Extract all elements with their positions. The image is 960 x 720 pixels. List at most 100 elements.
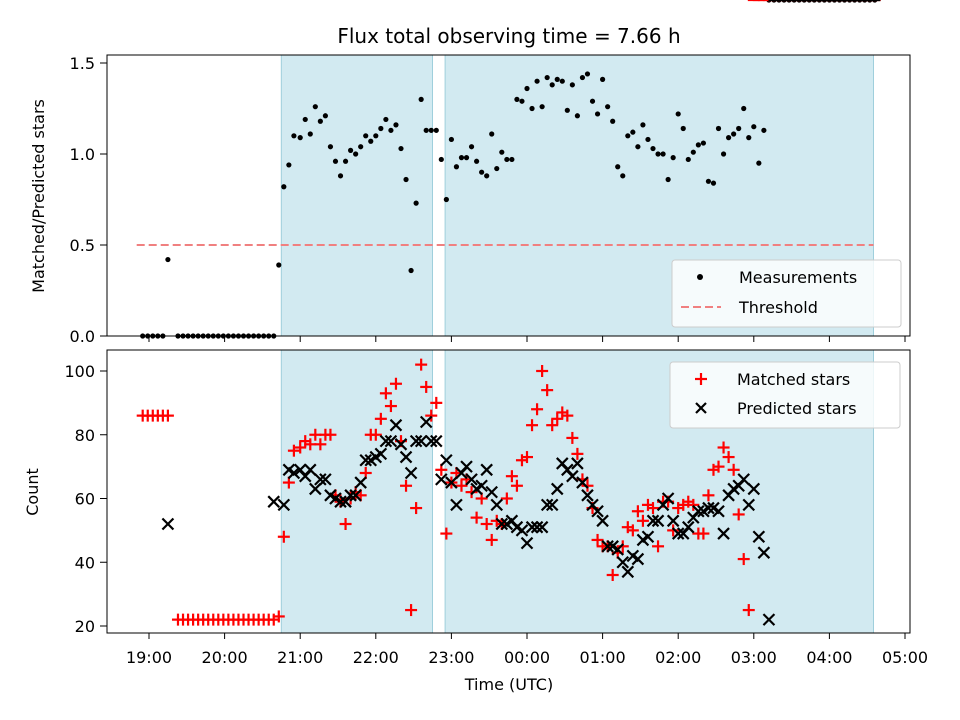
matched-stars-series [136, 0, 881, 626]
y-tick-label: 80 [75, 426, 95, 445]
top-panel-x-ticks [148, 336, 906, 342]
predicted-star-point [757, 546, 771, 559]
matched-star-point [742, 604, 755, 617]
measurement-point [660, 151, 666, 157]
predicted-star-point [334, 495, 347, 508]
measurement-point [165, 256, 171, 263]
predicted-star-point [702, 501, 715, 515]
predicted-star-point [314, 473, 327, 486]
x-tick-label: 01:00 [580, 648, 626, 667]
predicted-star-point [389, 418, 403, 432]
matched-star-point [591, 533, 604, 546]
measurement-point [539, 104, 545, 110]
bottom-panel-ylabel: Count [23, 468, 42, 516]
bottom-panel: 20 40 60 80 100 19:00 20:00 21:00 22:00 23:00 00:… [23, 0, 928, 694]
predicted-star-point [601, 540, 614, 553]
bottom-panel-x-ticks: 19:00 20:00 21:00 22:00 23:00 00:00 01:00 02:00… [126, 633, 928, 667]
measurement-point [514, 96, 520, 102]
measurement-point [307, 131, 313, 137]
top-legend-box [671, 259, 902, 328]
matched-star-point [505, 470, 518, 483]
predicted-star-point [465, 473, 478, 486]
measurement-point [736, 125, 742, 132]
predicted-star-point [525, 520, 539, 534]
y-tick-label: 60 [75, 490, 95, 509]
measurement-point [584, 71, 591, 77]
top-panel-ylabel: Matched/Predicted stars [29, 99, 48, 293]
predicted-star-point [354, 476, 367, 489]
top-panel-frame [106, 54, 911, 337]
predicted-star-point [399, 450, 413, 464]
predicted-star-point [287, 466, 301, 480]
predicted-star-point [762, 613, 776, 626]
measurement-point [756, 160, 762, 166]
matched-star-point [727, 463, 740, 476]
matched-star-point [536, 365, 549, 377]
matched-star-point [324, 428, 337, 441]
legend-marker-measurements [697, 274, 703, 280]
matched-star-point [541, 384, 554, 397]
measurement-point [332, 158, 339, 164]
matched-star-point [430, 396, 443, 409]
measurement-point [479, 169, 485, 175]
predicted-star-point [752, 530, 766, 544]
measurement-point [499, 149, 505, 155]
matched-star-point [374, 412, 387, 425]
matched-star-point [309, 428, 322, 441]
predicted-star-point [161, 517, 175, 531]
measurement-point [705, 178, 712, 184]
measurement-point [645, 136, 651, 143]
measurement-point [564, 107, 570, 113]
shaded-interval-0 [280, 54, 433, 337]
x-tick-label: 20:00 [202, 648, 248, 667]
predicted-star-point [490, 498, 504, 512]
measurement-point [383, 116, 389, 123]
measurement-point [600, 76, 606, 82]
predicted-star-point [404, 466, 418, 480]
predicted-star-point [515, 524, 529, 537]
predicted-star-point [737, 473, 750, 486]
predicted-star-point [267, 495, 281, 508]
measurement-point [317, 118, 323, 124]
predicted-star-point [379, 434, 393, 448]
matched-star-point [702, 489, 715, 502]
matched-star-point [480, 518, 493, 530]
measurement-point [594, 111, 601, 117]
measurement-point [675, 111, 681, 117]
measurement-point [398, 145, 404, 152]
x-tick-label: 04:00 [806, 648, 852, 667]
predicted-star-point [651, 514, 665, 528]
measurement-point [438, 156, 444, 163]
legend-label-threshold: Threshold [738, 298, 818, 317]
measurement-point [741, 105, 747, 112]
measurement-point [286, 162, 292, 168]
measurement-point [403, 176, 409, 183]
measurement-point [322, 113, 328, 119]
predicted-stars-series [161, 0, 881, 626]
matched-star-point [626, 524, 639, 537]
measurement-point [327, 144, 334, 150]
matched-star-point [606, 569, 619, 581]
predicted-star-point [359, 453, 372, 467]
matched-star-point [687, 498, 700, 511]
predicted-star-point [747, 482, 761, 496]
predicted-star-point [540, 498, 554, 512]
predicted-star-point [520, 536, 534, 550]
matched-star-point [697, 527, 710, 540]
predicted-star-point [440, 453, 453, 467]
measurement-point [635, 144, 641, 150]
predicted-star-point [571, 457, 584, 470]
predicted-star-point [682, 520, 695, 534]
matched-star-point [425, 409, 438, 422]
x-tick-label: 00:00 [504, 648, 550, 667]
measurement-point [393, 122, 399, 128]
measurement-point [605, 104, 611, 110]
x-tick-label: 02:00 [655, 648, 701, 667]
x-tick-label: 03:00 [731, 648, 777, 667]
predicted-star-point [666, 514, 680, 528]
predicted-star-point [309, 482, 322, 496]
matched-star-point [647, 502, 659, 515]
matched-star-point [294, 441, 307, 454]
predicted-star-point [384, 434, 398, 448]
predicted-star-point [661, 492, 675, 505]
